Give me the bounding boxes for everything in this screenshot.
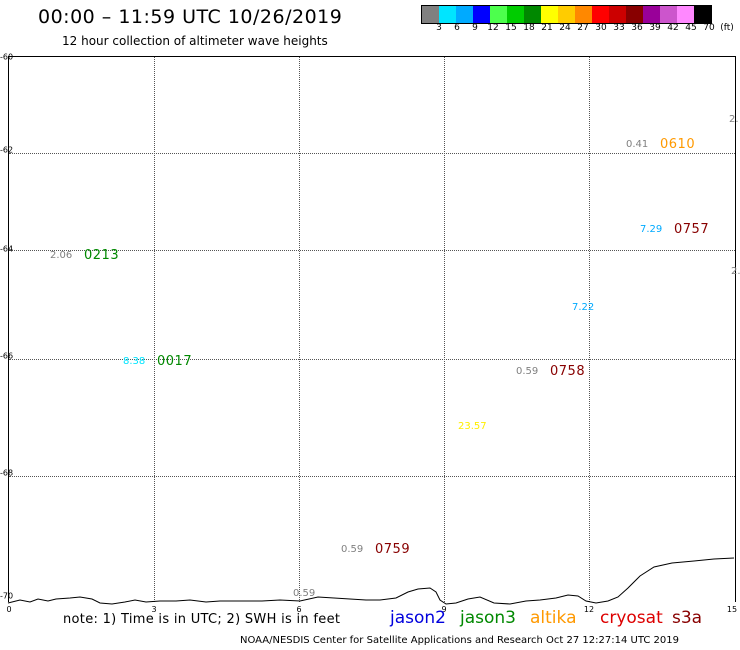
color-legend-label: 12 — [487, 23, 499, 33]
pass-time: 0017 — [157, 354, 193, 369]
color-legend-label: (ft) — [720, 23, 734, 33]
color-legend-label: 27 — [577, 23, 589, 33]
color-legend-label: 15 — [505, 23, 517, 33]
color-legend-label: 36 — [631, 23, 643, 33]
color-legend-label: 42 — [667, 23, 679, 33]
color-legend-label: 39 — [649, 23, 661, 33]
lat-label: -62 — [0, 145, 14, 155]
units-note: note: 1) Time is in UTC; 2) SWH is in fe… — [63, 612, 341, 627]
swh-value: 7.29 — [640, 224, 663, 235]
color-swatch — [694, 6, 711, 23]
map-title: 00:00 – 11:59 UTC 10/26/2019 — [38, 6, 343, 28]
color-swatch — [524, 6, 541, 23]
longitude-gridline — [154, 57, 155, 602]
lon-label: 9 — [441, 605, 447, 614]
color-swatch — [609, 6, 626, 23]
lon-label: 6 — [296, 605, 302, 614]
swh-value: 2.06 — [50, 250, 73, 261]
legend-s3a: s3a — [672, 608, 703, 628]
color-swatch — [507, 6, 524, 23]
color-swatch — [558, 6, 575, 23]
pass-time: 0213 — [84, 248, 120, 263]
lon-label: 12 — [583, 605, 595, 614]
swh-value: 0.41 — [626, 139, 649, 150]
lat-label: -66 — [0, 351, 14, 361]
color-swatch — [541, 6, 558, 23]
color-swatch — [490, 6, 507, 23]
longitude-gridline — [444, 57, 445, 602]
swh-value: 0.59 — [341, 544, 364, 555]
latitude-gridline — [9, 476, 735, 477]
credit-line: NOAA/NESDIS Center for Satellite Applica… — [240, 635, 679, 646]
color-legend-label: 70 — [703, 23, 715, 33]
latitude-gridline — [9, 153, 735, 154]
color-legend-label: 24 — [559, 23, 571, 33]
color-legend-label: 30 — [595, 23, 607, 33]
map-subtitle: 12 hour collection of altimeter wave hei… — [62, 34, 328, 48]
color-swatch — [422, 6, 439, 23]
swh-value: 2. — [729, 114, 739, 125]
lon-label: 3 — [151, 605, 157, 614]
color-swatch — [677, 6, 694, 23]
swh-value: 7.22 — [572, 302, 595, 313]
color-swatch — [643, 6, 660, 23]
color-legend-label: 9 — [472, 23, 478, 33]
color-swatch — [626, 6, 643, 23]
color-legend-label: 45 — [685, 23, 697, 33]
legend-altika: altika — [530, 608, 577, 628]
pass-time: 0757 — [674, 222, 710, 237]
color-legend-labels: 3 6 9 12 15 18 21 24 27 30 33 36 39 42 45 70 (ft) — [421, 23, 740, 35]
lon-label: 0 — [6, 605, 12, 614]
swh-value: 0.59 — [516, 366, 539, 377]
longitude-gridline — [589, 57, 590, 602]
latitude-gridline — [9, 359, 735, 360]
color-legend-label: 21 — [541, 23, 553, 33]
color-swatch — [575, 6, 592, 23]
lat-label: -68 — [0, 468, 14, 478]
color-swatch — [439, 6, 456, 23]
pass-time: 0758 — [550, 364, 586, 379]
color-legend-label: 18 — [523, 23, 535, 33]
swh-value: 8.38 — [123, 356, 146, 367]
longitude-gridline — [299, 57, 300, 602]
legend-jason2: jason2 — [390, 608, 446, 628]
color-legend-bar — [421, 5, 712, 24]
swh-value: 2. — [731, 266, 740, 277]
map-plot-area — [8, 56, 736, 602]
color-swatch — [473, 6, 490, 23]
swh-value: 0.59 — [293, 588, 316, 599]
latitude-gridline — [9, 250, 735, 251]
swh-value: 23.57 — [458, 421, 487, 432]
color-legend-label: 3 — [436, 23, 442, 33]
color-swatch — [456, 6, 473, 23]
lat-label: -70 — [0, 591, 14, 601]
color-swatch — [660, 6, 677, 23]
legend-jason3: jason3 — [460, 608, 516, 628]
color-legend-label: 6 — [454, 23, 460, 33]
color-legend-label: 33 — [613, 23, 625, 33]
color-swatch — [592, 6, 609, 23]
lat-label: -60 — [0, 52, 14, 62]
lat-label: -64 — [0, 244, 14, 254]
pass-time: 0610 — [660, 137, 696, 152]
legend-cryosat: cryosat — [600, 608, 663, 628]
lon-label: 15 — [726, 605, 738, 614]
pass-time: 0759 — [375, 542, 411, 557]
